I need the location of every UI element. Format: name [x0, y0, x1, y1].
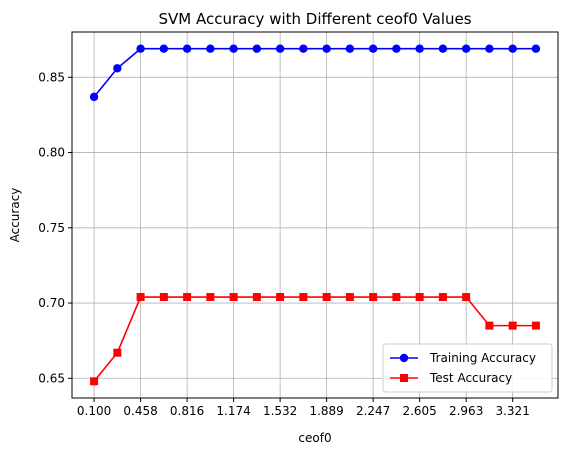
data-point: [183, 293, 192, 302]
data-point: [113, 348, 122, 357]
x-tick-label: 0.458: [123, 404, 157, 418]
data-point: [275, 44, 285, 53]
data-point: [89, 92, 99, 102]
data-point: [299, 44, 308, 53]
legend-label: Training Accuracy: [429, 351, 536, 365]
data-point: [438, 293, 447, 302]
data-point: [322, 44, 331, 53]
data-point: [485, 321, 494, 330]
series-line: [93, 47, 536, 98]
x-tick-label: 1.174: [216, 404, 250, 418]
data-point: [392, 293, 401, 302]
data-point: [508, 321, 517, 330]
data-point: [206, 293, 215, 302]
data-point: [90, 377, 99, 386]
legend-box: [382, 343, 553, 393]
series-training-accuracy: [89, 44, 541, 102]
x-tick-label: 1.532: [263, 404, 297, 418]
data-point: [461, 44, 471, 53]
y-tick-label: 0.85: [38, 70, 65, 84]
data-point: [392, 44, 401, 53]
data-point: [136, 44, 145, 53]
data-point: [206, 44, 215, 53]
data-point: [508, 44, 517, 53]
x-tick-label: 0.816: [170, 404, 204, 418]
series-layer: [89, 44, 541, 386]
legend-label: Test Accuracy: [429, 371, 512, 385]
data-point: [345, 293, 354, 302]
data-point: [252, 44, 262, 53]
data-point: [136, 293, 145, 302]
data-point: [229, 44, 238, 53]
x-axis-label: ceof0: [298, 431, 331, 445]
y-tick-label: 0.75: [38, 221, 65, 235]
data-point: [438, 44, 448, 53]
y-tick-label: 0.80: [38, 146, 65, 160]
y-tick-label: 0.70: [38, 296, 65, 310]
plot-frame: [71, 31, 559, 399]
y-tick-label: 0.65: [38, 371, 65, 385]
data-point: [531, 44, 541, 53]
series-test-accuracy: [90, 293, 540, 386]
grid-lines: [72, 32, 558, 398]
data-point: [113, 64, 122, 73]
data-point: [182, 44, 192, 53]
data-point: [276, 293, 285, 302]
x-tick-label: 0.100: [77, 404, 111, 418]
data-point: [368, 44, 378, 53]
x-tick-label: 3.321: [495, 404, 529, 418]
data-point: [415, 44, 424, 53]
legend-swatch-marker: [399, 353, 409, 363]
data-point: [159, 293, 168, 302]
data-point: [531, 321, 540, 330]
y-axis-label: Accuracy: [8, 188, 22, 243]
x-tick-label: 1.889: [309, 404, 343, 418]
legend: Training Accuracy Test Accuracy: [382, 343, 553, 393]
data-point: [369, 293, 378, 302]
chart-title: SVM Accuracy with Different ceof0 Values: [158, 10, 471, 28]
axis-ticks: 0.100 0.458 0.816 1.174 1.532 1.889 2.247 2.605…: [38, 70, 530, 418]
data-point: [322, 293, 331, 302]
x-tick-label: 2.605: [402, 404, 436, 418]
data-point: [462, 293, 471, 302]
data-point: [415, 293, 424, 302]
data-point: [159, 44, 169, 53]
data-point: [485, 44, 494, 53]
data-point: [299, 293, 308, 302]
legend-swatch-marker: [400, 374, 408, 382]
x-tick-label: 2.963: [449, 404, 483, 418]
data-point: [345, 44, 355, 53]
x-tick-label: 2.247: [356, 404, 390, 418]
data-point: [252, 293, 261, 302]
data-point: [229, 293, 238, 302]
